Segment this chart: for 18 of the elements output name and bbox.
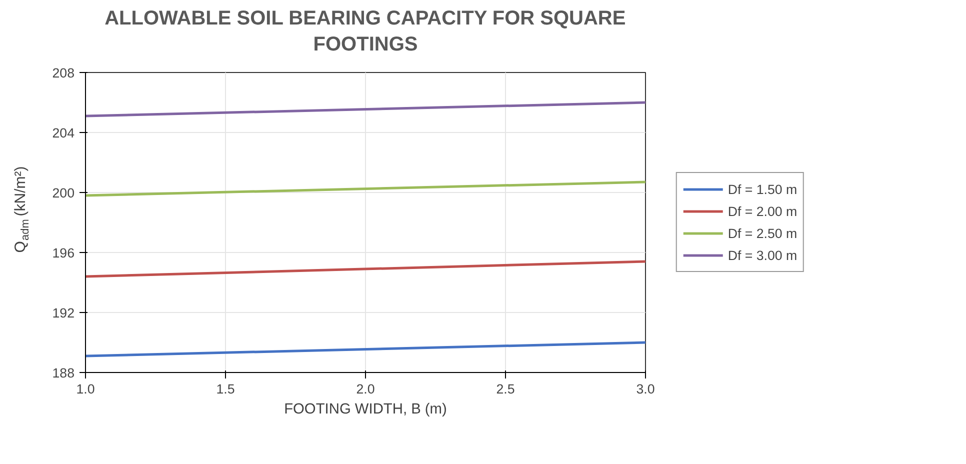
x-tick-label: 2.0 xyxy=(356,382,375,396)
x-tick-label: 1.0 xyxy=(76,382,95,396)
x-tick-label: 2.5 xyxy=(496,382,515,396)
legend-label: Df = 3.00 m xyxy=(728,248,798,262)
y-axis-title: Qadm (kN/m²) xyxy=(12,166,32,253)
y-tick-label: 200 xyxy=(52,186,75,200)
chart-title: ALLOWABLE SOIL BEARING CAPACITY FOR SQUARE FOOTINGS xyxy=(104,7,626,56)
legend-label: Df = 2.00 m xyxy=(728,204,798,218)
x-tick-label: 1.5 xyxy=(216,382,235,396)
legend-label: Df = 2.50 m xyxy=(728,226,798,240)
y-tick-label: 208 xyxy=(52,66,75,80)
legend-label: Df = 1.50 m xyxy=(728,182,798,196)
y-tick-label: 204 xyxy=(52,126,76,140)
x-tick-label: 3.0 xyxy=(636,382,655,396)
y-tick-label: 192 xyxy=(52,306,75,320)
y-tick-label: 188 xyxy=(52,366,75,380)
y-tick-label: 196 xyxy=(52,246,75,260)
x-axis-title: FOOTING WIDTH, B (m) xyxy=(284,402,447,418)
